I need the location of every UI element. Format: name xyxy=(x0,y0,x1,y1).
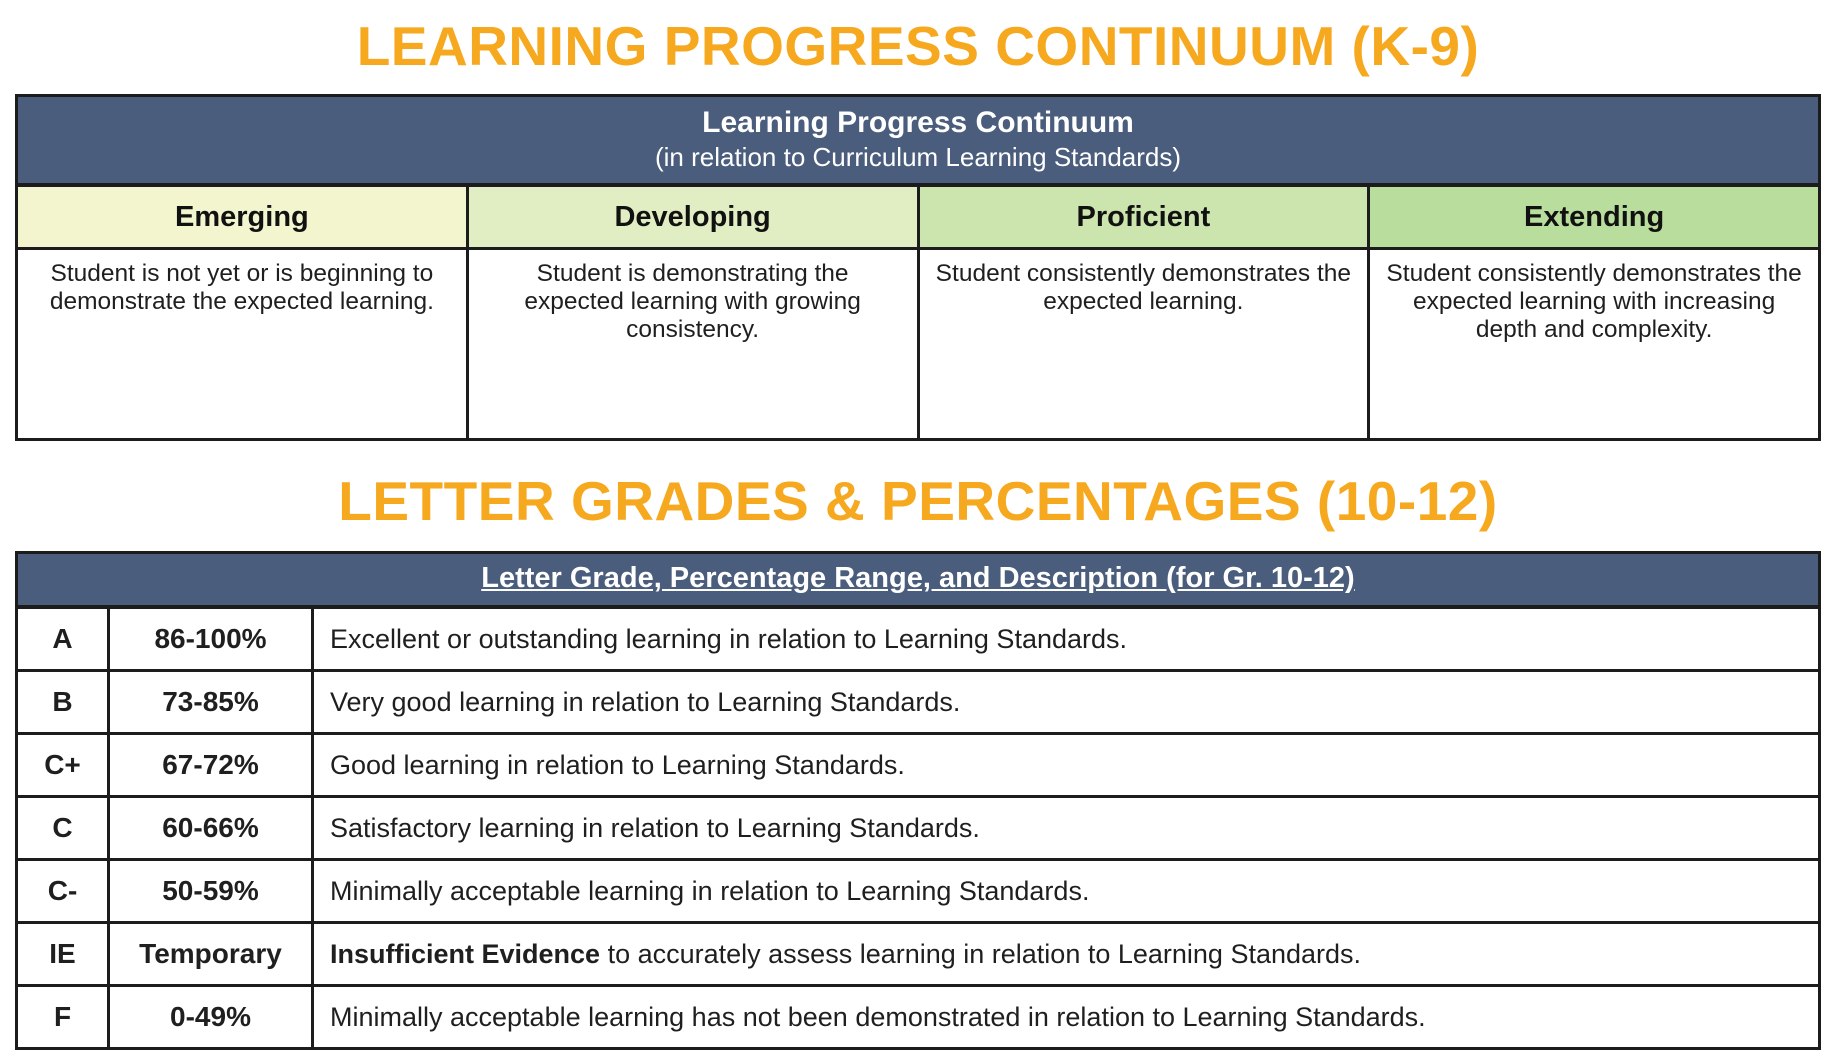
grade-description-text: Very good learning in relation to Learni… xyxy=(330,686,961,717)
continuum-table-header: Learning Progress Continuum (in relation… xyxy=(15,94,1821,187)
continuum-header-title: Learning Progress Continuum xyxy=(702,106,1134,139)
grade-letter: IE xyxy=(15,921,110,987)
level-proficient-description: Student consistently demonstrates the ex… xyxy=(916,247,1371,441)
grade-description-bold: Insufficient Evidence xyxy=(330,938,601,969)
continuum-table: Learning Progress Continuum (in relation… xyxy=(15,94,1821,441)
grade-range: 67-72% xyxy=(107,732,314,798)
continuum-title: LEARNING PROGRESS CONTINUUM (K-9) xyxy=(356,15,1480,77)
grade-description-text: Minimally acceptable learning in relatio… xyxy=(330,875,1090,906)
grade-letter: B xyxy=(15,669,110,735)
grade-range: 0-49% xyxy=(107,984,314,1050)
level-proficient-label: Proficient xyxy=(916,183,1371,250)
level-extending-label: Extending xyxy=(1367,183,1821,250)
continuum-level-row: Emerging Developing Proficient Extending xyxy=(15,183,1821,250)
grade-range: 60-66% xyxy=(107,795,314,861)
level-emerging-label: Emerging xyxy=(15,183,469,250)
grade-letter: A xyxy=(15,605,110,672)
continuum-header-row: Learning Progress Continuum (in relation… xyxy=(15,94,1821,187)
grade-description: Good learning in relation to Learning St… xyxy=(311,732,1821,798)
grade-range: 50-59% xyxy=(107,858,314,924)
grade-range: 86-100% xyxy=(107,605,314,672)
grade-range: 73-85% xyxy=(107,669,314,735)
grade-letter: C xyxy=(15,795,110,861)
grade-letter: C+ xyxy=(15,732,110,798)
continuum-header-subtitle: (in relation to Curriculum Learning Stan… xyxy=(654,142,1182,172)
level-developing-label: Developing xyxy=(465,183,920,250)
grade-range: Temporary xyxy=(107,921,314,987)
grade-row-a: A 86-100% Excellent or outstanding learn… xyxy=(15,605,1821,672)
grade-description-text: Excellent or outstanding learning in rel… xyxy=(330,623,1128,654)
grade-description-text: Good learning in relation to Learning St… xyxy=(330,749,905,780)
grade-description-text: to accurately assess learning in relatio… xyxy=(600,938,1362,969)
grade-description: Minimally acceptable learning in relatio… xyxy=(311,858,1821,924)
grade-row-ie: IE Temporary Insufficient Evidence to ac… xyxy=(15,921,1821,987)
grade-description: Minimally acceptable learning has not be… xyxy=(311,984,1821,1050)
grades-header-label: Letter Grade, Percentage Range, and Desc… xyxy=(481,562,1355,594)
grade-row-c: C 60-66% Satisfactory learning in relati… xyxy=(15,795,1821,861)
grade-row-b: B 73-85% Very good learning in relation … xyxy=(15,669,1821,735)
grade-letter: C- xyxy=(15,858,110,924)
grade-row-c-minus: C- 50-59% Minimally acceptable learning … xyxy=(15,858,1821,924)
grade-description: Excellent or outstanding learning in rel… xyxy=(311,605,1821,672)
grades-title: LETTER GRADES & PERCENTAGES (10-12) xyxy=(338,470,1498,532)
grades-header-row: Letter Grade, Percentage Range, and Desc… xyxy=(15,551,1821,609)
level-extending-description: Student consistently demonstrates the ex… xyxy=(1367,247,1821,441)
continuum-description-row: Student is not yet or is beginning to de… xyxy=(15,247,1821,441)
grade-description: Satisfactory learning in relation to Lea… xyxy=(311,795,1821,861)
grade-description-text: Satisfactory learning in relation to Lea… xyxy=(330,812,980,843)
grades-table: Letter Grade, Percentage Range, and Desc… xyxy=(15,551,1821,1050)
grade-row-f: F 0-49% Minimally acceptable learning ha… xyxy=(15,984,1821,1050)
grade-description: Very good learning in relation to Learni… xyxy=(311,669,1821,735)
grade-row-c-plus: C+ 67-72% Good learning in relation to L… xyxy=(15,732,1821,798)
grade-letter: F xyxy=(15,984,110,1050)
grades-table-header: Letter Grade, Percentage Range, and Desc… xyxy=(15,551,1821,609)
level-emerging-description: Student is not yet or is beginning to de… xyxy=(15,247,469,441)
grade-description-text: Minimally acceptable learning has not be… xyxy=(330,1001,1426,1032)
grade-description: Insufficient Evidence to accurately asse… xyxy=(311,921,1821,987)
level-developing-description: Student is demonstrating the expected le… xyxy=(465,247,920,441)
